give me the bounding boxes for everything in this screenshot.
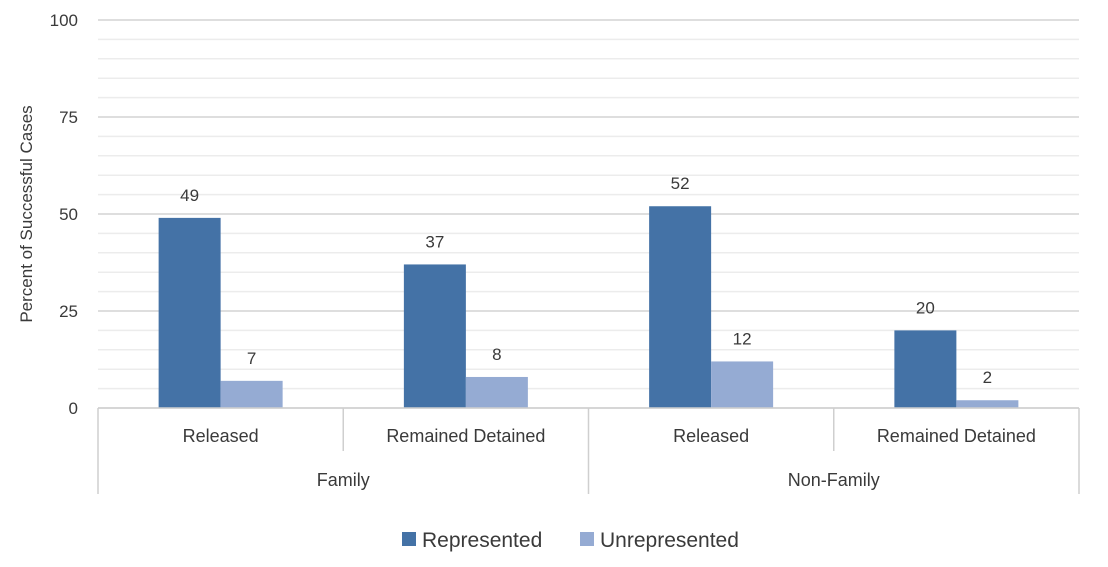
data-label: 12 (733, 329, 752, 348)
x-category-label: Released (673, 426, 749, 446)
x-category-label: Released (183, 426, 259, 446)
bar-unrepresented (465, 376, 528, 408)
legend-swatch-unrepresented (580, 532, 594, 546)
legend-swatch-represented (402, 532, 416, 546)
y-tick-label: 75 (59, 108, 78, 127)
data-label: 2 (983, 368, 992, 387)
y-axis-label: Percent of Successful Cases (17, 105, 36, 322)
x-category-label: Remained Detained (877, 426, 1036, 446)
bar-represented (403, 264, 466, 408)
x-group-label: Non-Family (788, 470, 880, 490)
data-label: 52 (671, 174, 690, 193)
bar-unrepresented (711, 361, 774, 408)
data-labels: 49 7 37 8 52 12 20 2 (180, 174, 992, 387)
bar-unrepresented (220, 380, 283, 408)
bar-represented (649, 206, 712, 408)
bar-represented (158, 217, 221, 408)
bar-unrepresented (956, 400, 1019, 408)
y-tick-label: 0 (69, 399, 78, 418)
y-tick-label: 50 (59, 205, 78, 224)
data-label: 49 (180, 186, 199, 205)
data-label: 37 (425, 232, 444, 251)
legend: Represented Unrepresented (402, 529, 739, 552)
y-tick-label: 25 (59, 302, 78, 321)
data-label: 7 (247, 349, 256, 368)
x-axis: Released Remained Detained Released Remaine… (97, 407, 1080, 494)
legend-label: Unrepresented (600, 529, 739, 552)
bar-represented (894, 330, 957, 408)
gridlines (98, 19, 1079, 409)
y-tick-label: 100 (50, 11, 78, 30)
y-axis-ticks: 0 25 50 75 100 (50, 11, 78, 418)
bars (158, 206, 1019, 408)
x-category-label: Remained Detained (386, 426, 545, 446)
data-label: 8 (492, 345, 501, 364)
x-group-label: Family (317, 470, 370, 490)
data-label: 20 (916, 298, 935, 317)
legend-label: Represented (422, 529, 542, 552)
